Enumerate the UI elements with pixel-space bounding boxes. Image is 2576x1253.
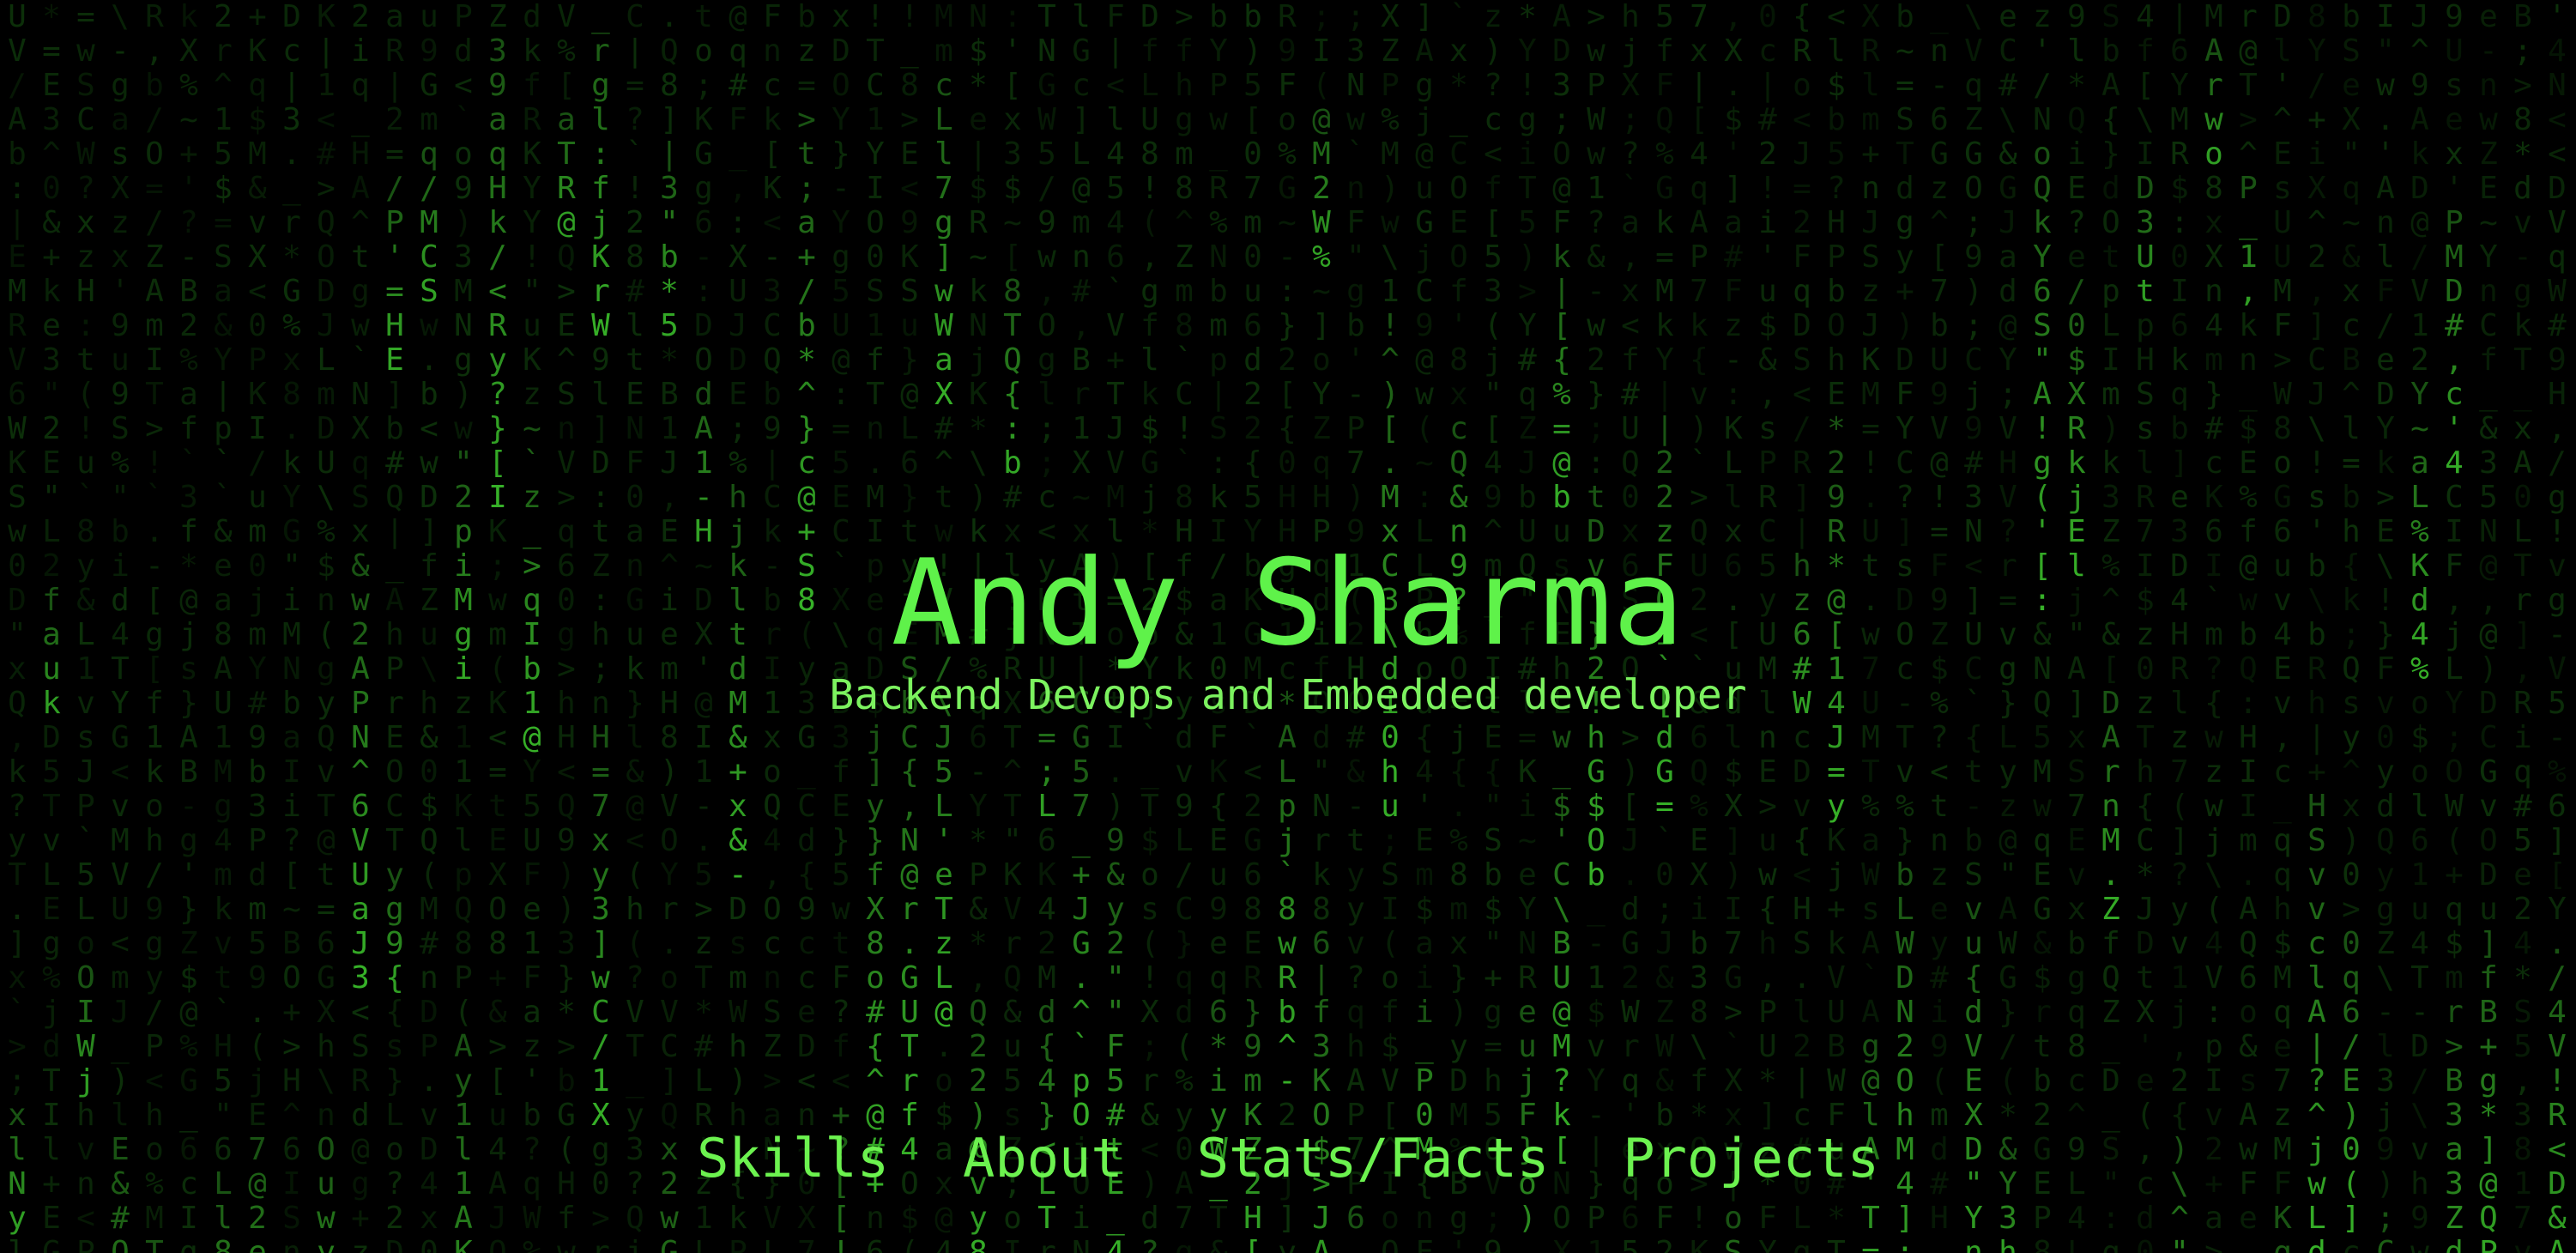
page-subtitle: Backend Devops and Embedded developer — [0, 669, 2576, 721]
page-title: Andy Sharma — [0, 536, 2576, 669]
hero: Andy Sharma Backend Devops and Embedded … — [0, 536, 2576, 721]
nav-link-skills[interactable]: Skills — [697, 1124, 889, 1193]
main-nav: Skills About Stats/Facts Projects — [0, 1124, 2576, 1193]
nav-link-stats-facts[interactable]: Stats/Facts — [1197, 1124, 1550, 1193]
nav-link-projects[interactable]: Projects — [1623, 1124, 1879, 1193]
nav-link-about[interactable]: About — [963, 1124, 1123, 1193]
